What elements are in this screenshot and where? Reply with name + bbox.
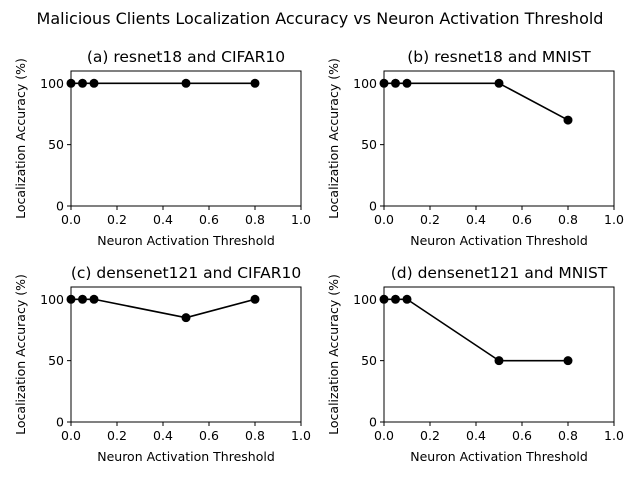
- panel-title: (b) resnet18 and MNIST: [407, 48, 591, 66]
- axes-frame: [70, 70, 302, 207]
- data-point: [391, 294, 400, 304]
- x-tick-label: 0.6: [512, 428, 532, 443]
- data-point: [89, 294, 99, 304]
- data-point: [250, 78, 260, 88]
- data-point: [379, 78, 389, 88]
- data-point: [379, 294, 389, 304]
- y-tick-label: 0: [369, 199, 377, 214]
- x-tick-label: 0.2: [420, 212, 440, 227]
- y-tick-label: 0: [56, 199, 64, 214]
- y-tick-label: 100: [40, 292, 64, 307]
- y-axis-label: Localization Accuracy (%): [13, 58, 28, 219]
- data-point: [181, 78, 191, 88]
- x-tick-label: 0.4: [153, 212, 173, 227]
- y-tick-label: 50: [48, 353, 64, 368]
- data-point: [66, 78, 76, 88]
- x-tick-label: 1.0: [604, 428, 624, 443]
- data-point: [66, 294, 76, 304]
- data-point: [391, 78, 400, 88]
- figure-title: Malicious Clients Localization Accuracy …: [37, 9, 604, 28]
- panel-2: (b) resnet18 and MNIST 0.0 0.2 0.4 0.6 0.8 1.0…: [326, 48, 624, 248]
- panel-title: (a) resnet18 and CIFAR10: [87, 48, 285, 66]
- panel-4: (d) densenet121 and MNIST 0.0 0.2 0.4 0.6 0.8…: [326, 264, 624, 464]
- x-tick-label: 1.0: [291, 428, 311, 443]
- x-tick-label: 0.2: [107, 212, 127, 227]
- x-tick-label: 1.0: [604, 212, 624, 227]
- x-axis-label: Neuron Activation Threshold: [410, 449, 588, 464]
- data-point: [563, 115, 573, 125]
- y-axis-label: Localization Accuracy (%): [326, 274, 341, 435]
- data-point: [494, 356, 504, 366]
- x-tick-label: 0.8: [245, 428, 265, 443]
- x-tick-label: 0.0: [61, 428, 81, 443]
- data-point: [563, 356, 573, 366]
- y-tick-label: 100: [40, 76, 64, 91]
- x-tick-label: 0.8: [245, 212, 265, 227]
- x-tick-label: 0.2: [107, 428, 127, 443]
- y-tick-label: 0: [56, 415, 64, 430]
- y-tick-label: 100: [353, 76, 377, 91]
- x-axis-label: Neuron Activation Threshold: [97, 449, 275, 464]
- x-tick-label: 0.8: [558, 212, 578, 227]
- panel-1: (a) resnet18 and CIFAR10 0.0 0.2 0.4 0.6 0.8 1…: [13, 48, 311, 248]
- x-tick-label: 0.0: [374, 212, 394, 227]
- data-point: [402, 78, 412, 88]
- x-tick-label: 0.6: [199, 428, 219, 443]
- x-tick-label: 1.0: [291, 212, 311, 227]
- axes-frame: [383, 70, 615, 207]
- y-axis-label: Localization Accuracy (%): [13, 274, 28, 435]
- x-tick-label: 0.4: [153, 428, 173, 443]
- x-axis-label: Neuron Activation Threshold: [410, 233, 588, 248]
- x-tick-label: 0.6: [199, 212, 219, 227]
- x-tick-label: 0.4: [466, 212, 486, 227]
- data-point: [181, 313, 191, 323]
- x-tick-label: 0.4: [466, 428, 486, 443]
- data-point: [494, 78, 504, 88]
- x-tick-label: 0.0: [61, 212, 81, 227]
- x-tick-label: 0.8: [558, 428, 578, 443]
- y-tick-label: 50: [361, 137, 377, 152]
- axes-frame: [383, 286, 615, 423]
- panels: (a) resnet18 and CIFAR10 0.0 0.2 0.4 0.6 0.8 1…: [13, 48, 624, 464]
- x-axis-label: Neuron Activation Threshold: [97, 233, 275, 248]
- y-tick-label: 50: [48, 137, 64, 152]
- y-axis-label: Localization Accuracy (%): [326, 58, 341, 219]
- x-tick-label: 0.2: [420, 428, 440, 443]
- data-point: [78, 78, 87, 88]
- x-tick-label: 0.6: [512, 212, 532, 227]
- x-tick-label: 0.0: [374, 428, 394, 443]
- y-tick-label: 0: [369, 415, 377, 430]
- y-tick-label: 50: [361, 353, 377, 368]
- panel-title: (d) densenet121 and MNIST: [391, 264, 608, 282]
- data-point: [250, 294, 260, 304]
- y-tick-label: 100: [353, 292, 377, 307]
- axes-frame: [70, 286, 302, 423]
- data-point: [78, 294, 87, 304]
- data-point: [402, 294, 412, 304]
- panel-3: (c) densenet121 and CIFAR10 0.0 0.2 0.4 0.6 0…: [13, 264, 311, 464]
- data-point: [89, 78, 99, 88]
- panel-title: (c) densenet121 and CIFAR10: [71, 264, 301, 282]
